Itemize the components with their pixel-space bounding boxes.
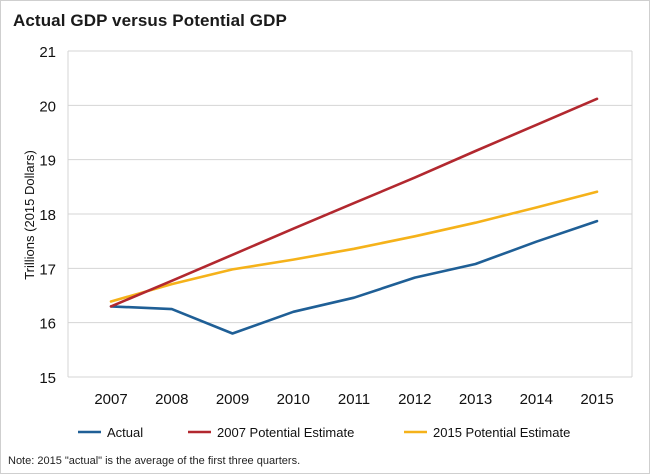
legend-label: 2015 Potential Estimate (433, 425, 570, 440)
x-tick-label: 2007 (94, 391, 127, 408)
x-tick-label: 2012 (398, 391, 431, 408)
x-tick-label: 2014 (520, 391, 553, 408)
x-tick-label: 2011 (338, 391, 370, 408)
y-axis-label: Trillions (2015 Dollars) (22, 150, 37, 280)
x-tick-labels: 2007 2008 2009 2010 2011 2012 2013 2014 2015 (94, 391, 613, 408)
y-tick-labels: 15 16 17 18 19 20 21 (39, 44, 56, 387)
legend: Actual 2007 Potential Estimate 2015 Potent… (78, 425, 570, 440)
chart-note: Note: 2015 "actual" is the average of th… (8, 455, 301, 467)
gridlines (67, 50, 633, 378)
y-tick-label: 16 (39, 316, 56, 333)
y-tick-label: 19 (39, 153, 56, 170)
y-tick-label: 15 (39, 370, 56, 387)
x-tick-label: 2009 (216, 391, 249, 408)
series-lines (109, 97, 599, 335)
x-tick-label: 2015 (580, 391, 613, 408)
y-tick-label: 21 (39, 44, 56, 61)
x-tick-label: 2008 (155, 391, 188, 408)
y-tick-label: 17 (39, 261, 56, 278)
y-tick-label: 20 (39, 98, 56, 115)
chart-title: Actual GDP versus Potential GDP (13, 11, 287, 30)
series-line-2015-potential-estimate (109, 190, 599, 303)
legend-label: 2007 Potential Estimate (217, 425, 354, 440)
x-tick-label: 2013 (459, 391, 492, 408)
legend-label: Actual (107, 425, 143, 440)
x-tick-label: 2010 (277, 391, 310, 408)
y-tick-label: 18 (39, 207, 56, 224)
series-line-2007-potential-estimate (109, 97, 599, 308)
series-line-actual (109, 219, 599, 335)
